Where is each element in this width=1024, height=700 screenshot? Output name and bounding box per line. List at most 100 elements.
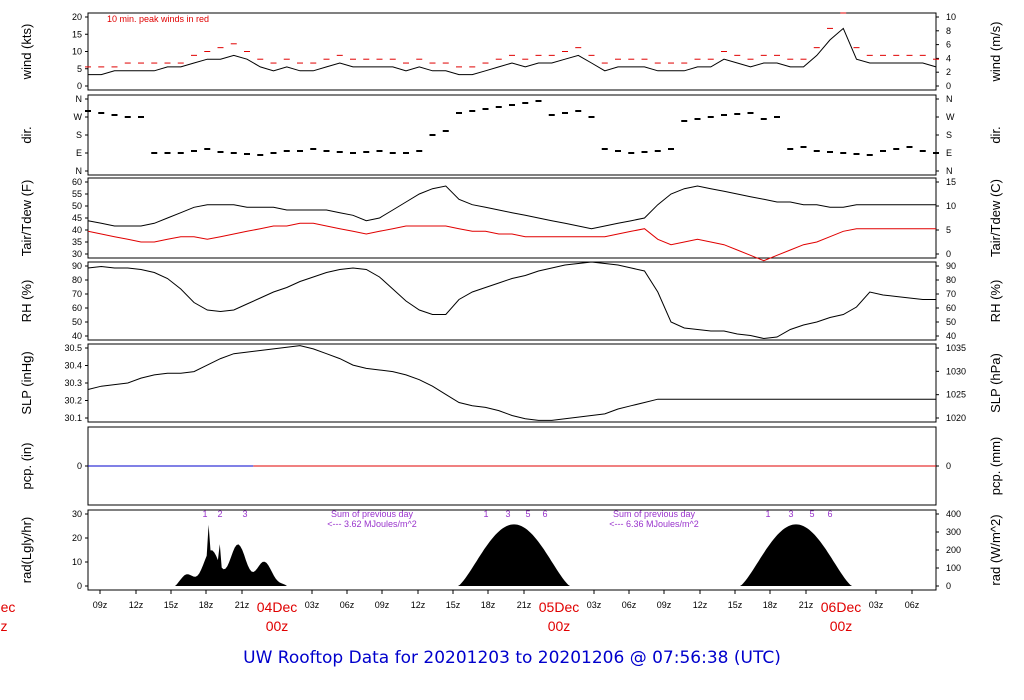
- dir-point: [403, 152, 409, 154]
- dir-point: [866, 154, 873, 156]
- dir-point: [376, 150, 383, 152]
- rh-ytick-left-label: 50: [72, 317, 82, 327]
- dir-point: [283, 150, 290, 152]
- wind-left-label: wind (kts): [19, 24, 34, 81]
- temp-left-label: Tair/Tdew (F): [19, 180, 34, 257]
- rh-ytick-left-label: 40: [72, 331, 82, 341]
- dir-point: [124, 116, 131, 118]
- xtick-label: 15z: [446, 600, 461, 610]
- wind-annotation: 10 min. peak winds in red: [107, 14, 209, 24]
- rad-hour-mark: 6: [542, 509, 547, 519]
- dir-point: [668, 148, 674, 150]
- left-date-time-label: z: [1, 618, 8, 634]
- rad-hour-mark: 6: [827, 509, 832, 519]
- rh-ytick-left-label: 60: [72, 303, 82, 313]
- dir-point: [734, 113, 741, 115]
- dir-point: [813, 150, 820, 152]
- dir-point: [323, 150, 330, 152]
- dir-point: [416, 150, 423, 152]
- rad-hour-mark: 3: [788, 509, 793, 519]
- dir-point: [111, 114, 118, 116]
- dir-ytick-left-label: S: [76, 130, 82, 140]
- date-time-label: 00z: [548, 618, 571, 634]
- date-label: 04Dec: [257, 599, 297, 615]
- rh-ytick-left-label: 70: [72, 289, 82, 299]
- dir-point: [495, 106, 502, 108]
- pcp-ytick-left-label: 0: [77, 461, 82, 471]
- rad-hour-mark: 2: [217, 509, 222, 519]
- dir-point: [827, 151, 833, 153]
- date-time-label: 00z: [266, 618, 289, 634]
- xtick-label: 03z: [587, 600, 602, 610]
- dir-point: [244, 153, 250, 155]
- dir-ytick-left-label: W: [74, 112, 83, 122]
- dir-point: [310, 148, 317, 150]
- wind-ytick-left-label: 10: [72, 47, 82, 57]
- dir-point: [297, 150, 303, 152]
- dir-point: [562, 112, 568, 114]
- rad-left-label: rad(Lgly/hr): [19, 517, 34, 583]
- dir-ytick-right-label: N: [946, 94, 953, 104]
- xtick-label: 03z: [305, 600, 320, 610]
- dir-point: [760, 118, 767, 120]
- date-label: 06Dec: [821, 599, 861, 615]
- dir-point: [933, 152, 939, 154]
- rad-right-label: rad (W/m^2): [988, 514, 1003, 585]
- rad-ytick-right-label: 0: [946, 581, 951, 591]
- rad-hour-mark: 1: [483, 509, 488, 519]
- xtick-label: 12z: [411, 600, 426, 610]
- footer-title: UW Rooftop Data for 20201203 to 20201206…: [243, 648, 781, 668]
- dir-point: [509, 104, 515, 106]
- rh-right-label: RH (%): [988, 280, 1003, 323]
- slp-line: [87, 345, 936, 421]
- rh-left-label: RH (%): [19, 280, 34, 323]
- wind-ytick-left-label: 0: [77, 81, 82, 91]
- rad-hour-mark: 5: [809, 509, 814, 519]
- dir-point: [787, 148, 794, 150]
- rh-ytick-right-label: 90: [946, 261, 956, 271]
- pcp-left-label: pcp. (in): [19, 443, 34, 490]
- pcp-ytick-right-label: 0: [946, 461, 951, 471]
- rad-annotation-0: Sum of previous day: [331, 509, 414, 519]
- wind-ytick-right-label: 10: [946, 12, 956, 22]
- dir-point: [840, 152, 847, 154]
- xtick-label: 09z: [93, 600, 108, 610]
- temp-ytick-left-label: 35: [72, 237, 82, 247]
- dir-point: [98, 112, 105, 114]
- dir-point: [774, 116, 780, 118]
- left-date-label: ec: [1, 599, 16, 615]
- dir-point: [522, 102, 529, 104]
- xtick-label: 06z: [905, 600, 920, 610]
- rad-hour-mark: 3: [242, 509, 247, 519]
- slp-left-label: SLP (inHg): [19, 351, 34, 414]
- temp-ytick-left-label: 50: [72, 201, 82, 211]
- xtick-label: 21z: [235, 600, 250, 610]
- rh-line: [87, 261, 936, 340]
- slp-ytick-left-label: 30.4: [64, 361, 82, 371]
- dir-ytick-right-label: S: [946, 130, 952, 140]
- xtick-label: 21z: [799, 600, 814, 610]
- dir-frame: [87, 94, 937, 176]
- rad-annotation-1: Sum of previous day: [613, 509, 696, 519]
- dir-ytick-left-label: E: [76, 148, 82, 158]
- pcp-right-label: pcp. (mm): [988, 437, 1003, 496]
- xtick-label: 06z: [622, 600, 637, 610]
- wind-ytick-left-label: 15: [72, 29, 82, 39]
- wind-ytick-right-label: 6: [946, 40, 951, 50]
- xtick-label: 12z: [129, 600, 144, 610]
- dir-point: [575, 110, 582, 112]
- xtick-label: 09z: [375, 600, 390, 610]
- temp-ytick-right-label: 0: [946, 249, 951, 259]
- dir-point: [681, 120, 688, 122]
- dir-left-label: dir.: [19, 126, 34, 143]
- rad-ytick-right-label: 100: [946, 563, 961, 573]
- dir-point: [217, 151, 224, 153]
- slp-right-label: SLP (hPa): [988, 353, 1003, 413]
- rh-panel: RH (%) RH (%) 40 50 60 70 80 90 40 50 60 70 80 90: [19, 261, 1003, 341]
- rh-ytick-right-label: 50: [946, 317, 956, 327]
- slp-ytick-left-label: 30.5: [64, 343, 82, 353]
- wind-frame: [87, 12, 937, 91]
- temp-series-Tdew: [87, 222, 936, 262]
- dir-ytick-left-label: N: [76, 94, 83, 104]
- rad-hour-mark: 1: [765, 509, 770, 519]
